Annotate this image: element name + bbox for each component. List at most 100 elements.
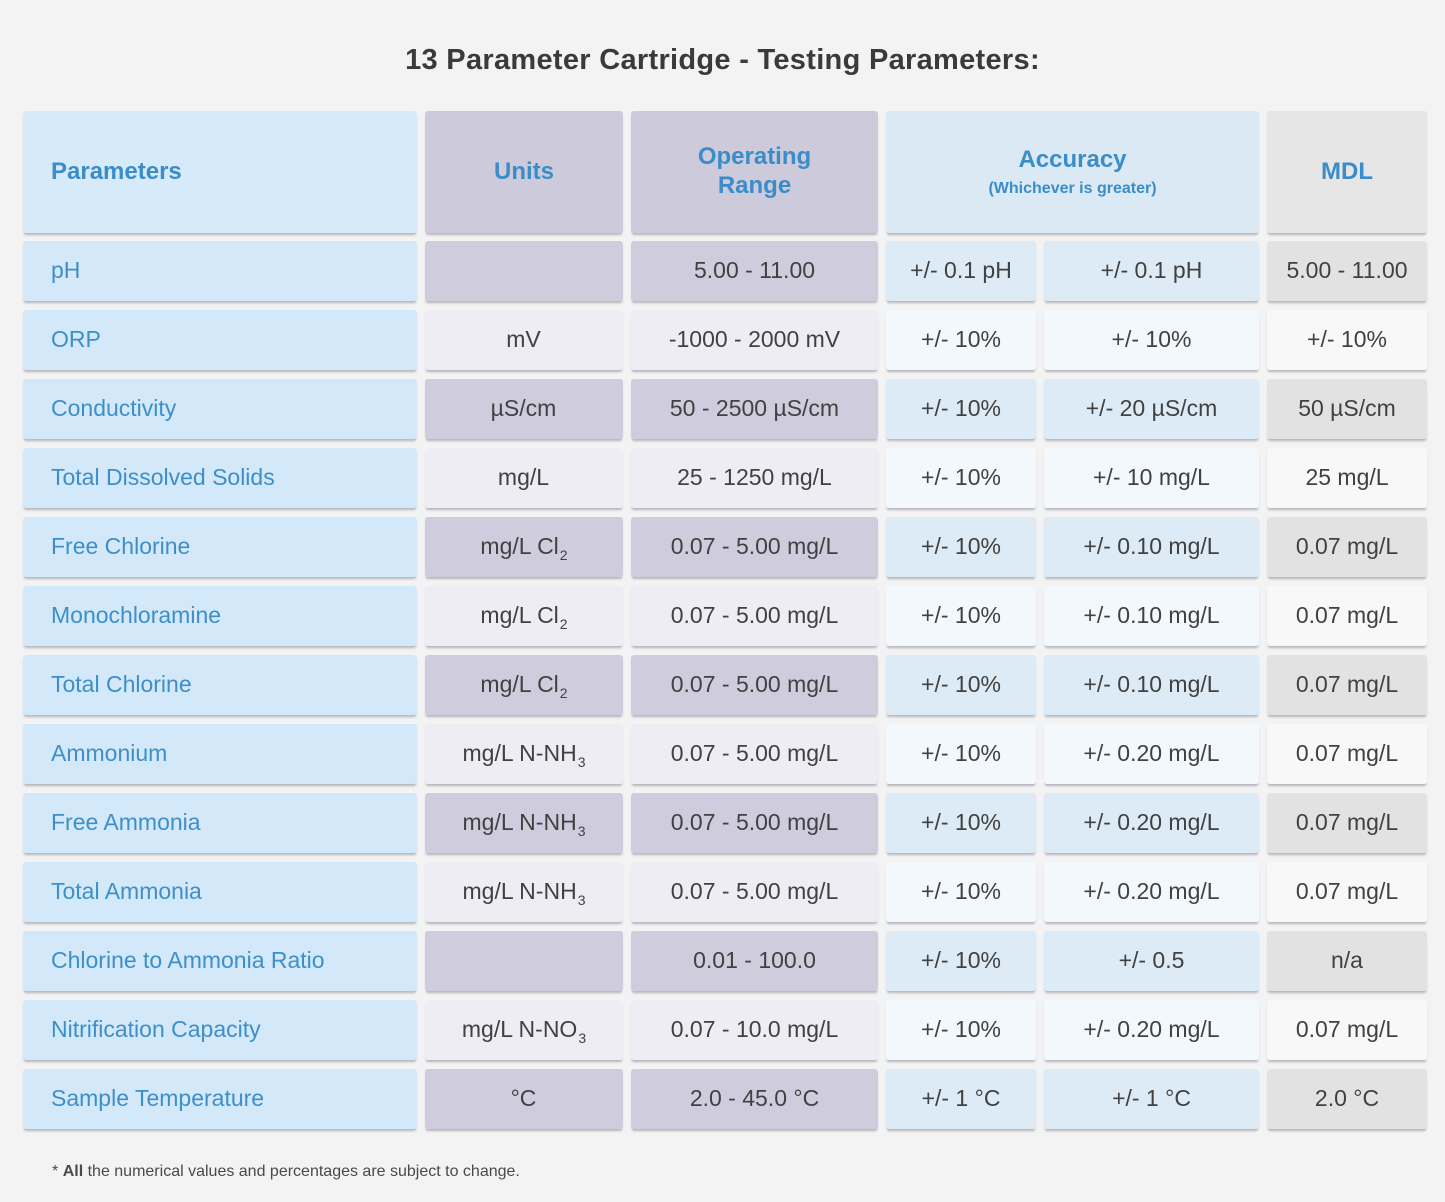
- accuracy-percent-value: +/- 10%: [921, 326, 1001, 353]
- parameter-cell: Monochloramine: [23, 586, 417, 646]
- column-header-operating-range: Operating Range: [631, 111, 878, 233]
- footnote-text: the numerical values and percentages are…: [87, 1163, 520, 1180]
- accuracy-absolute-cell: +/- 20 µS/cm: [1044, 379, 1259, 439]
- column-header-parameters: Parameters: [23, 111, 417, 233]
- parameter-cell: Free Ammonia: [23, 793, 417, 853]
- operating-range-cell: 0.01 - 100.0: [631, 931, 878, 991]
- table-row: Chlorine to Ammonia Ratio 0.01 - 100.0 +…: [23, 931, 1427, 991]
- accuracy-absolute-value: +/- 0.1 pH: [1100, 257, 1203, 284]
- parameter-label: Free Ammonia: [51, 809, 201, 836]
- accuracy-percent-cell: +/- 10%: [886, 310, 1036, 370]
- unit-label: mg/L N-NH: [462, 878, 577, 905]
- mdl-cell: 50 µS/cm: [1267, 379, 1427, 439]
- operating-range-cell: -1000 - 2000 mV: [631, 310, 878, 370]
- parameter-cell: Nitrification Capacity: [23, 1000, 417, 1060]
- mdl-value: 0.07 mg/L: [1295, 878, 1399, 905]
- parameter-label: pH: [51, 257, 81, 284]
- unit-label: mg/L Cl: [480, 602, 559, 629]
- accuracy-percent-cell: +/- 10%: [886, 724, 1036, 784]
- accuracy-absolute-value: +/- 0.20 mg/L: [1083, 809, 1220, 836]
- column-header-mdl-label: MDL: [1321, 157, 1373, 185]
- operating-range-value: 0.07 - 10.0 mg/L: [670, 1016, 839, 1043]
- accuracy-percent-value: +/- 10%: [921, 809, 1001, 836]
- unit-label: mg/L N-NO: [461, 1016, 578, 1043]
- operating-range-cell: 0.07 - 5.00 mg/L: [631, 793, 878, 853]
- accuracy-absolute-cell: +/- 10%: [1044, 310, 1259, 370]
- unit-subscript: 3: [578, 1030, 587, 1047]
- operating-range-value: 0.07 - 5.00 mg/L: [670, 602, 839, 629]
- parameter-cell: Chlorine to Ammonia Ratio: [23, 931, 417, 991]
- accuracy-absolute-cell: +/- 0.1 pH: [1044, 241, 1259, 301]
- parameter-cell: Total Ammonia: [23, 862, 417, 922]
- mdl-cell: 0.07 mg/L: [1267, 517, 1427, 577]
- unit-label: mg/L Cl: [480, 533, 559, 560]
- accuracy-percent-cell: +/- 10%: [886, 586, 1036, 646]
- mdl-cell: +/- 10%: [1267, 310, 1427, 370]
- mdl-cell: 0.07 mg/L: [1267, 862, 1427, 922]
- accuracy-absolute-value: +/- 1 °C: [1112, 1085, 1191, 1112]
- operating-range-value: 0.07 - 5.00 mg/L: [670, 878, 839, 905]
- accuracy-percent-value: +/- 10%: [921, 464, 1001, 491]
- operating-range-cell: 0.07 - 5.00 mg/L: [631, 586, 878, 646]
- accuracy-percent-cell: +/- 1 °C: [886, 1069, 1036, 1129]
- operating-range-value: 0.07 - 5.00 mg/L: [670, 740, 839, 767]
- parameter-cell: Ammonium: [23, 724, 417, 784]
- accuracy-percent-cell: +/- 10%: [886, 379, 1036, 439]
- unit-cell: mg/L: [425, 448, 623, 508]
- table-row: Total Chlorine mg/L Cl 2 0.07 - 5.00 mg/L…: [23, 655, 1427, 715]
- parameter-label: Chlorine to Ammonia Ratio: [51, 947, 325, 974]
- accuracy-percent-cell: +/- 10%: [886, 655, 1036, 715]
- unit-label: mg/L N-NH: [462, 809, 577, 836]
- column-header-operating-range-label: Operating Range: [697, 143, 812, 199]
- table-header-row: Parameters Units Operating Range Accurac…: [23, 111, 1427, 233]
- operating-range-cell: 0.07 - 10.0 mg/L: [631, 1000, 878, 1060]
- mdl-value: 0.07 mg/L: [1295, 671, 1399, 698]
- parameter-label: Free Chlorine: [51, 533, 191, 560]
- operating-range-cell: 0.07 - 5.00 mg/L: [631, 862, 878, 922]
- operating-range-cell: 50 - 2500 µS/cm: [631, 379, 878, 439]
- accuracy-absolute-cell: +/- 0.20 mg/L: [1044, 1000, 1259, 1060]
- unit-cell: mg/L Cl 2: [425, 517, 623, 577]
- accuracy-absolute-value: +/- 0.20 mg/L: [1083, 878, 1220, 905]
- mdl-cell: n/a: [1267, 931, 1427, 991]
- table-row: Total Ammonia mg/L N-NH 3 0.07 - 5.00 mg/…: [23, 862, 1427, 922]
- accuracy-percent-value: +/- 1 °C: [921, 1085, 1001, 1112]
- accuracy-percent-value: +/- 0.1 pH: [910, 257, 1012, 284]
- mdl-cell: 0.07 mg/L: [1267, 793, 1427, 853]
- accuracy-absolute-cell: +/- 10 mg/L: [1044, 448, 1259, 508]
- parameter-label: Total Chlorine: [51, 671, 192, 698]
- mdl-value: 5.00 - 11.00: [1286, 257, 1408, 284]
- mdl-cell: 25 mg/L: [1267, 448, 1427, 508]
- mdl-value: +/- 10%: [1307, 326, 1387, 353]
- operating-range-cell: 0.07 - 5.00 mg/L: [631, 517, 878, 577]
- accuracy-percent-value: +/- 10%: [921, 395, 1001, 422]
- operating-range-cell: 2.0 - 45.0 °C: [631, 1069, 878, 1129]
- mdl-cell: 2.0 °C: [1267, 1069, 1427, 1129]
- unit-cell: mg/L N-NH 3: [425, 724, 623, 784]
- mdl-cell: 0.07 mg/L: [1267, 724, 1427, 784]
- mdl-cell: 5.00 - 11.00: [1267, 241, 1427, 301]
- parameter-label: Conductivity: [51, 395, 177, 422]
- unit-cell: mg/L N-NO 3: [425, 1000, 623, 1060]
- parameter-cell: Total Chlorine: [23, 655, 417, 715]
- accuracy-absolute-cell: +/- 0.5: [1044, 931, 1259, 991]
- accuracy-percent-cell: +/- 10%: [886, 793, 1036, 853]
- parameter-cell: pH: [23, 241, 417, 301]
- column-header-parameters-label: Parameters: [51, 157, 182, 185]
- operating-range-value: 2.0 - 45.0 °C: [689, 1085, 820, 1112]
- mdl-value: 25 mg/L: [1305, 464, 1389, 491]
- accuracy-percent-cell: +/- 10%: [886, 448, 1036, 508]
- unit-label: °C: [510, 1085, 537, 1112]
- accuracy-percent-value: +/- 10%: [921, 1016, 1001, 1043]
- mdl-cell: 0.07 mg/L: [1267, 586, 1427, 646]
- parameter-label: ORP: [51, 326, 101, 353]
- parameter-cell: Total Dissolved Solids: [23, 448, 417, 508]
- column-header-accuracy-label: Accuracy: [1018, 145, 1127, 173]
- unit-cell: mg/L Cl 2: [425, 586, 623, 646]
- accuracy-absolute-cell: +/- 0.20 mg/L: [1044, 862, 1259, 922]
- accuracy-absolute-cell: +/- 0.10 mg/L: [1044, 586, 1259, 646]
- table-row: Total Dissolved Solids mg/L 25 - 1250 mg…: [23, 448, 1427, 508]
- accuracy-percent-value: +/- 10%: [921, 947, 1001, 974]
- accuracy-percent-value: +/- 10%: [921, 671, 1001, 698]
- table-row: Sample Temperature °C 2.0 - 45.0 °C +/- …: [23, 1069, 1427, 1129]
